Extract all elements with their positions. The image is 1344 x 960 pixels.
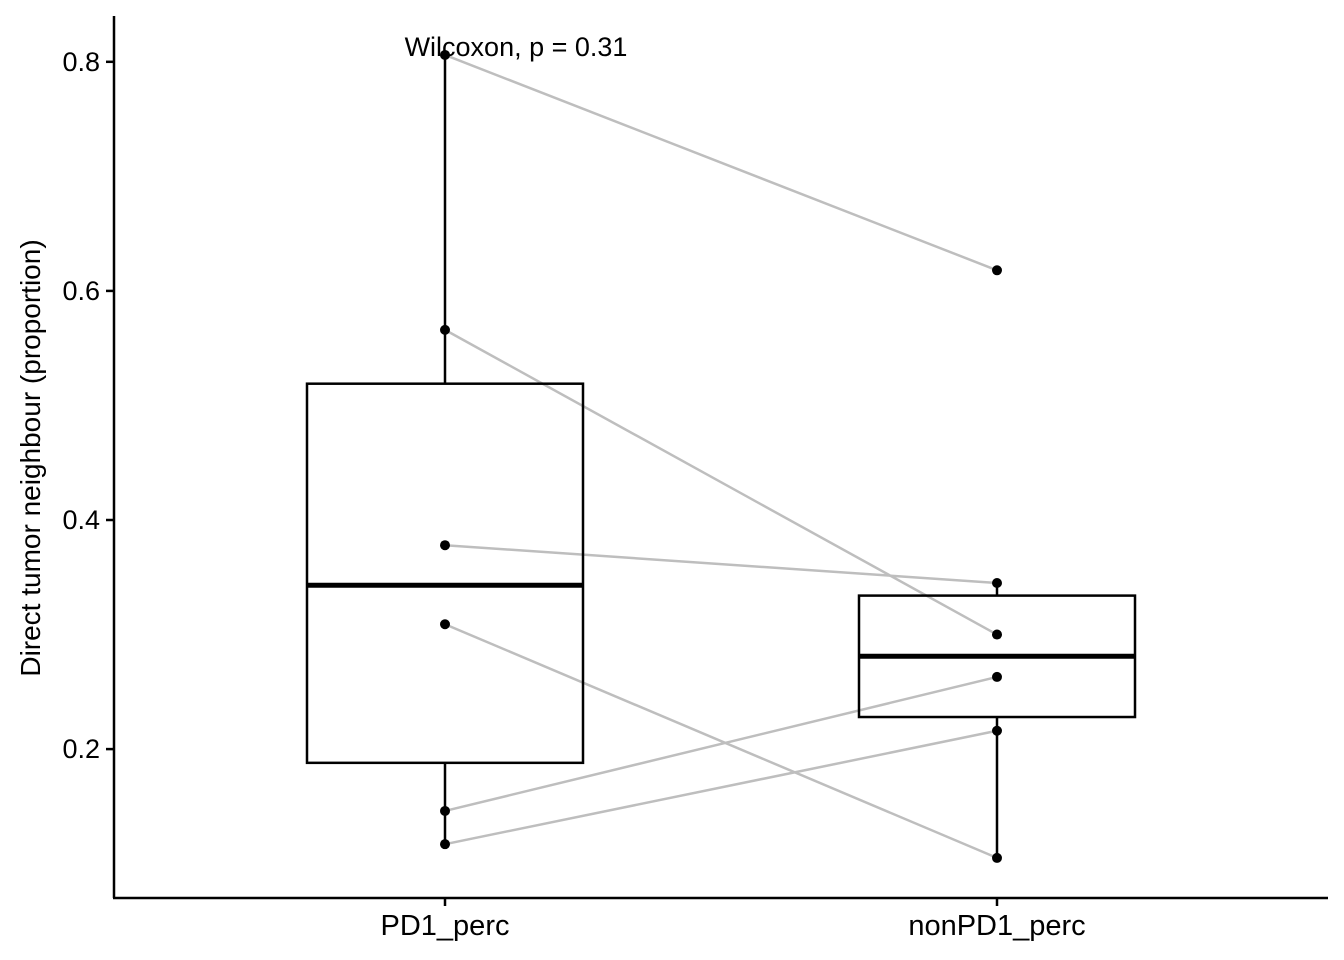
data-point xyxy=(992,852,1002,863)
x-category-label: PD1_perc xyxy=(381,910,510,942)
y-tick-label: 0.4 xyxy=(62,505,100,535)
axes-layer xyxy=(106,16,1328,906)
data-point xyxy=(992,265,1002,276)
paired-line xyxy=(444,729,998,846)
paired-lines-layer xyxy=(444,53,998,860)
paired-line xyxy=(444,675,998,813)
paired-line xyxy=(444,623,998,860)
data-point xyxy=(992,578,1002,588)
box-nonPD1_perc xyxy=(857,583,1137,858)
data-point xyxy=(440,805,450,816)
data-point xyxy=(440,619,450,630)
paired-line xyxy=(444,328,998,636)
y-tick-label: 0.8 xyxy=(62,47,100,77)
paired-line xyxy=(444,543,998,585)
paired-line xyxy=(444,53,998,272)
points-layer xyxy=(440,49,1002,863)
wilcoxon-annotation: Wilcoxon, p = 0.31 xyxy=(405,32,628,62)
data-point xyxy=(992,671,1002,682)
data-point xyxy=(992,725,1002,736)
x-category-label: nonPD1_perc xyxy=(908,910,1085,942)
data-point xyxy=(440,839,450,850)
data-point xyxy=(440,49,450,60)
y-tick-label: 0.6 xyxy=(62,276,100,306)
data-point xyxy=(440,324,450,335)
data-point xyxy=(440,540,450,551)
box-PD1_perc xyxy=(305,54,585,845)
data-point xyxy=(992,629,1002,640)
y-tick-label: 0.2 xyxy=(62,734,100,764)
y-axis-title: Direct tumor neighbour (proportion) xyxy=(15,239,46,676)
iqr-box xyxy=(305,382,585,765)
boxes-layer xyxy=(305,54,1137,858)
